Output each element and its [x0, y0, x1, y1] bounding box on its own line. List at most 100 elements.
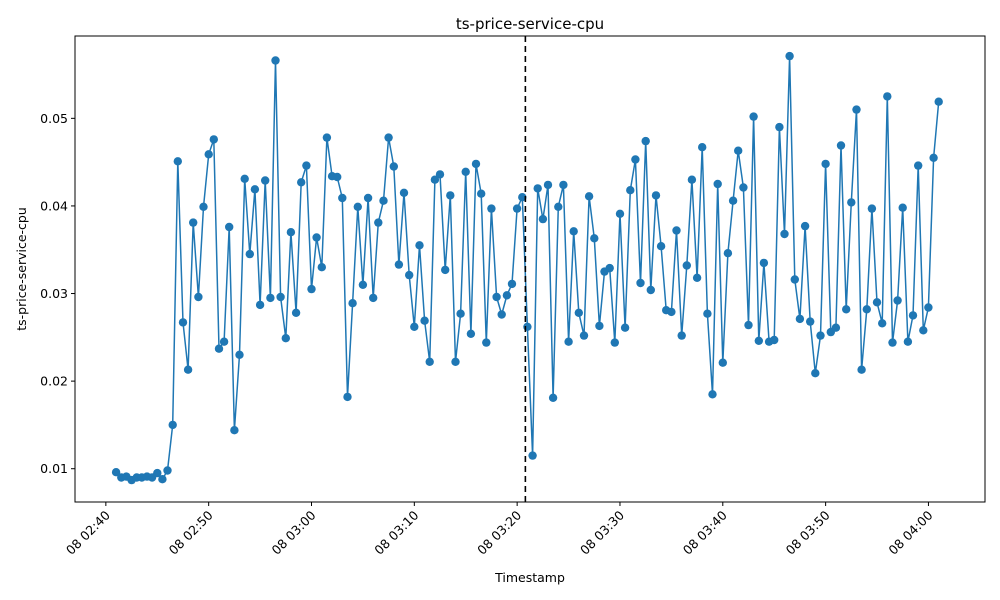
- data-point: [502, 291, 512, 300]
- data-point: [836, 141, 846, 150]
- data-point: [518, 193, 527, 202]
- data-point: [548, 393, 558, 402]
- data-point: [754, 336, 763, 345]
- data-point: [512, 204, 522, 213]
- data-point: [708, 390, 717, 399]
- data-point: [410, 322, 419, 331]
- data-point: [153, 468, 162, 478]
- data-point: [667, 307, 676, 317]
- data-point: [811, 369, 820, 378]
- data-point: [878, 319, 887, 328]
- data-point: [204, 150, 213, 159]
- data-point: [533, 184, 542, 193]
- data-point: [698, 143, 707, 152]
- data-point: [682, 261, 691, 270]
- data-point: [641, 136, 650, 146]
- data-point: [183, 365, 193, 374]
- data-point: [507, 279, 517, 289]
- data-point: [579, 331, 589, 340]
- data-point: [297, 178, 306, 187]
- data-point: [584, 192, 594, 201]
- data-point: [173, 157, 182, 166]
- data-point: [194, 292, 203, 302]
- data-point: [687, 175, 697, 184]
- data-point: [425, 357, 434, 366]
- data-point: [255, 300, 265, 310]
- y-tick-label: 0.02: [40, 374, 68, 389]
- data-point: [888, 338, 897, 347]
- data-point: [178, 318, 188, 327]
- data-point: [415, 241, 424, 250]
- data-point: [728, 196, 738, 205]
- data-point: [795, 314, 805, 324]
- data-point: [800, 221, 810, 231]
- data-point: [626, 186, 635, 195]
- data-point: [363, 193, 373, 203]
- data-point: [317, 263, 326, 272]
- data-point: [374, 218, 383, 227]
- data-point: [250, 185, 260, 194]
- data-point: [574, 308, 583, 317]
- data-point: [199, 202, 208, 211]
- data-point: [441, 265, 450, 275]
- plot-frame: [74, 35, 986, 503]
- x-tick-label: 08 03:10: [371, 507, 421, 557]
- data-point: [564, 337, 573, 346]
- data-layer: [111, 36, 943, 502]
- data-point: [934, 97, 943, 106]
- x-tick-label: 08 02:40: [63, 507, 113, 557]
- x-tick-label: 08 03:40: [680, 507, 730, 557]
- y-axis-label: ts-price-service-cpu: [14, 207, 29, 331]
- data-point: [590, 234, 599, 243]
- data-point: [538, 214, 548, 224]
- data-point: [718, 358, 727, 367]
- data-point: [785, 51, 794, 61]
- data-point: [656, 242, 666, 251]
- data-point: [615, 209, 625, 218]
- data-point: [446, 191, 455, 200]
- data-point: [919, 326, 928, 335]
- data-point: [723, 249, 733, 258]
- data-point: [348, 299, 357, 308]
- data-point: [677, 331, 686, 340]
- data-point: [898, 203, 907, 212]
- data-point: [816, 331, 825, 340]
- x-tick-label: 08 03:00: [268, 507, 318, 557]
- data-point: [790, 275, 799, 284]
- data-point: [420, 316, 429, 325]
- data-point: [466, 329, 476, 338]
- data-point: [225, 222, 234, 232]
- data-point: [775, 122, 784, 132]
- data-point: [435, 170, 445, 179]
- data-point: [219, 337, 229, 346]
- data-point: [569, 227, 578, 236]
- data-point: [651, 191, 661, 200]
- data-point: [312, 233, 321, 242]
- data-point: [322, 133, 332, 142]
- data-point: [451, 357, 460, 366]
- data-point: [389, 162, 398, 171]
- chart-title: ts-price-service-cpu: [456, 15, 604, 33]
- data-point: [703, 309, 712, 318]
- data-point: [528, 451, 537, 460]
- data-point: [872, 298, 882, 307]
- data-point: [692, 273, 702, 282]
- data-point: [631, 155, 640, 164]
- data-point: [111, 468, 121, 477]
- data-point: [759, 258, 769, 268]
- x-tick-label: 08 03:20: [474, 507, 524, 557]
- data-point: [497, 310, 506, 319]
- data-point: [394, 260, 404, 269]
- y-tick-label: 0.03: [40, 286, 68, 301]
- data-point: [261, 176, 270, 185]
- data-point: [384, 133, 393, 142]
- data-point: [333, 172, 342, 182]
- data-point: [168, 420, 177, 430]
- data-point: [369, 293, 378, 303]
- data-point: [266, 293, 275, 303]
- data-point: [214, 344, 224, 353]
- data-point: [749, 112, 758, 121]
- data-point: [914, 161, 923, 170]
- data-point: [487, 204, 496, 213]
